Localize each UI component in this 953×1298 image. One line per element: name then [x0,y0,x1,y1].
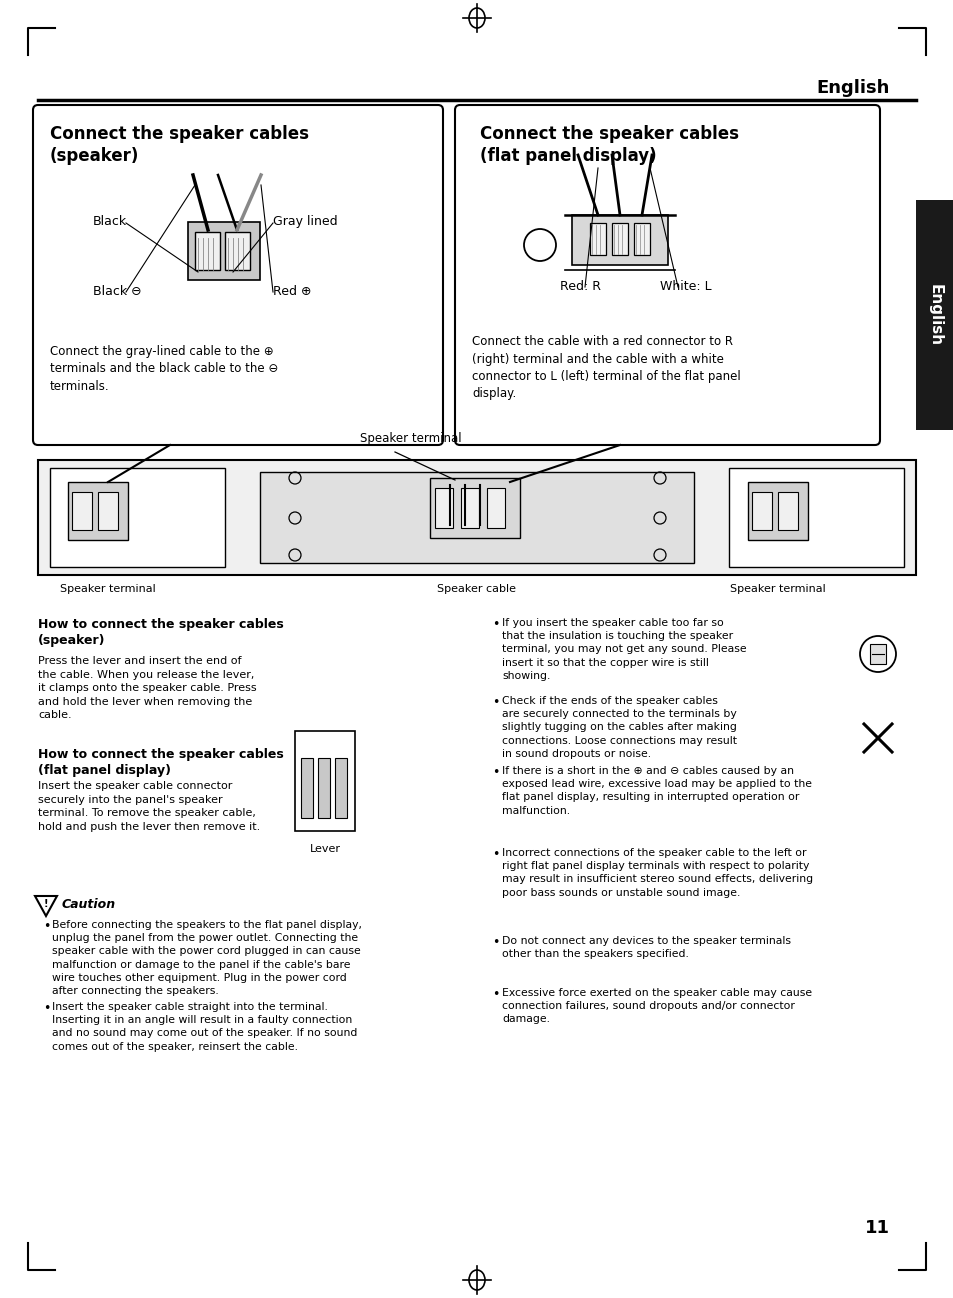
Text: If there is a short in the ⊕ and ⊖ cables caused by an
exposed lead wire, excess: If there is a short in the ⊕ and ⊖ cable… [501,766,811,815]
Text: Black: Black [92,215,127,228]
Text: Connect the gray-lined cable to the ⊕
terminals and the black cable to the ⊖
ter: Connect the gray-lined cable to the ⊕ te… [50,345,278,393]
Text: Before connecting the speakers to the flat panel display,
unplug the panel from : Before connecting the speakers to the fl… [52,920,361,996]
Text: •: • [492,936,498,949]
Text: Check if the ends of the speaker cables
are securely connected to the terminals : Check if the ends of the speaker cables … [501,696,737,759]
Text: 11: 11 [863,1219,888,1237]
Bar [68,482,128,540]
Bar [589,223,605,254]
Text: Insert the speaker cable straight into the terminal.
Inserting it in an angle wi: Insert the speaker cable straight into t… [52,1002,357,1051]
Text: •: • [492,618,498,631]
Bar [435,488,453,528]
Text: •: • [492,988,498,1001]
Text: English: English [816,79,889,97]
Bar [460,488,478,528]
Text: Connect the speaker cables
(speaker): Connect the speaker cables (speaker) [50,125,309,165]
Text: Speaker terminal: Speaker terminal [729,584,825,594]
Text: Speaker terminal: Speaker terminal [60,584,155,594]
Bar [915,200,953,430]
Bar [98,492,118,530]
Text: How to connect the speaker cables
(speaker): How to connect the speaker cables (speak… [38,618,283,646]
Text: Excessive force exerted on the speaker cable may cause
connection failures, soun: Excessive force exerted on the speaker c… [501,988,811,1024]
Text: •: • [492,766,498,779]
Bar [260,472,693,563]
Text: How to connect the speaker cables
(flat panel display): How to connect the speaker cables (flat … [38,748,283,778]
Text: If you insert the speaker cable too far so
that the insulation is touching the s: If you insert the speaker cable too far … [501,618,746,680]
Bar [301,758,313,818]
Text: Incorrect connections of the speaker cable to the left or
right flat panel displ: Incorrect connections of the speaker cab… [501,848,812,898]
Text: Gray lined: Gray lined [273,215,337,228]
Text: English: English [926,284,942,347]
Text: Speaker terminal: Speaker terminal [359,432,461,445]
Text: Speaker cable: Speaker cable [437,584,516,594]
Text: •: • [492,696,498,709]
Text: Connect the speaker cables
(flat panel display): Connect the speaker cables (flat panel d… [479,125,739,165]
Bar [869,644,885,665]
Text: •: • [43,920,51,933]
Bar [188,222,260,280]
Bar [71,492,91,530]
Text: Lever: Lever [309,844,340,854]
Bar [194,232,220,270]
Bar [728,469,903,567]
Bar [294,731,355,831]
Text: Black ⊖: Black ⊖ [92,286,141,299]
Text: Red ⊕: Red ⊕ [273,286,312,299]
Bar [335,758,347,818]
Bar [50,469,225,567]
Bar [778,492,797,530]
Text: White: L: White: L [659,280,711,293]
FancyBboxPatch shape [455,105,879,445]
Text: •: • [43,1002,51,1015]
Text: Caution: Caution [62,898,116,911]
Bar [612,223,627,254]
Text: Connect the cable with a red connector to R
(right) terminal and the cable with : Connect the cable with a red connector t… [472,335,740,401]
Bar [751,492,771,530]
Text: Do not connect any devices to the speaker terminals
other than the speakers spec: Do not connect any devices to the speake… [501,936,790,959]
Bar [317,758,330,818]
Text: Red: R: Red: R [559,280,600,293]
FancyBboxPatch shape [33,105,442,445]
Bar [38,459,915,575]
Bar [486,488,504,528]
Bar [747,482,807,540]
Text: Insert the speaker cable connector
securely into the panel's speaker
terminal. T: Insert the speaker cable connector secur… [38,781,260,832]
Bar [634,223,649,254]
Bar [225,232,250,270]
Text: •: • [492,848,498,861]
Bar [572,215,667,265]
Bar [430,478,519,537]
Text: !: ! [44,900,49,909]
Text: Press the lever and insert the end of
the cable. When you release the lever,
it : Press the lever and insert the end of th… [38,655,256,720]
